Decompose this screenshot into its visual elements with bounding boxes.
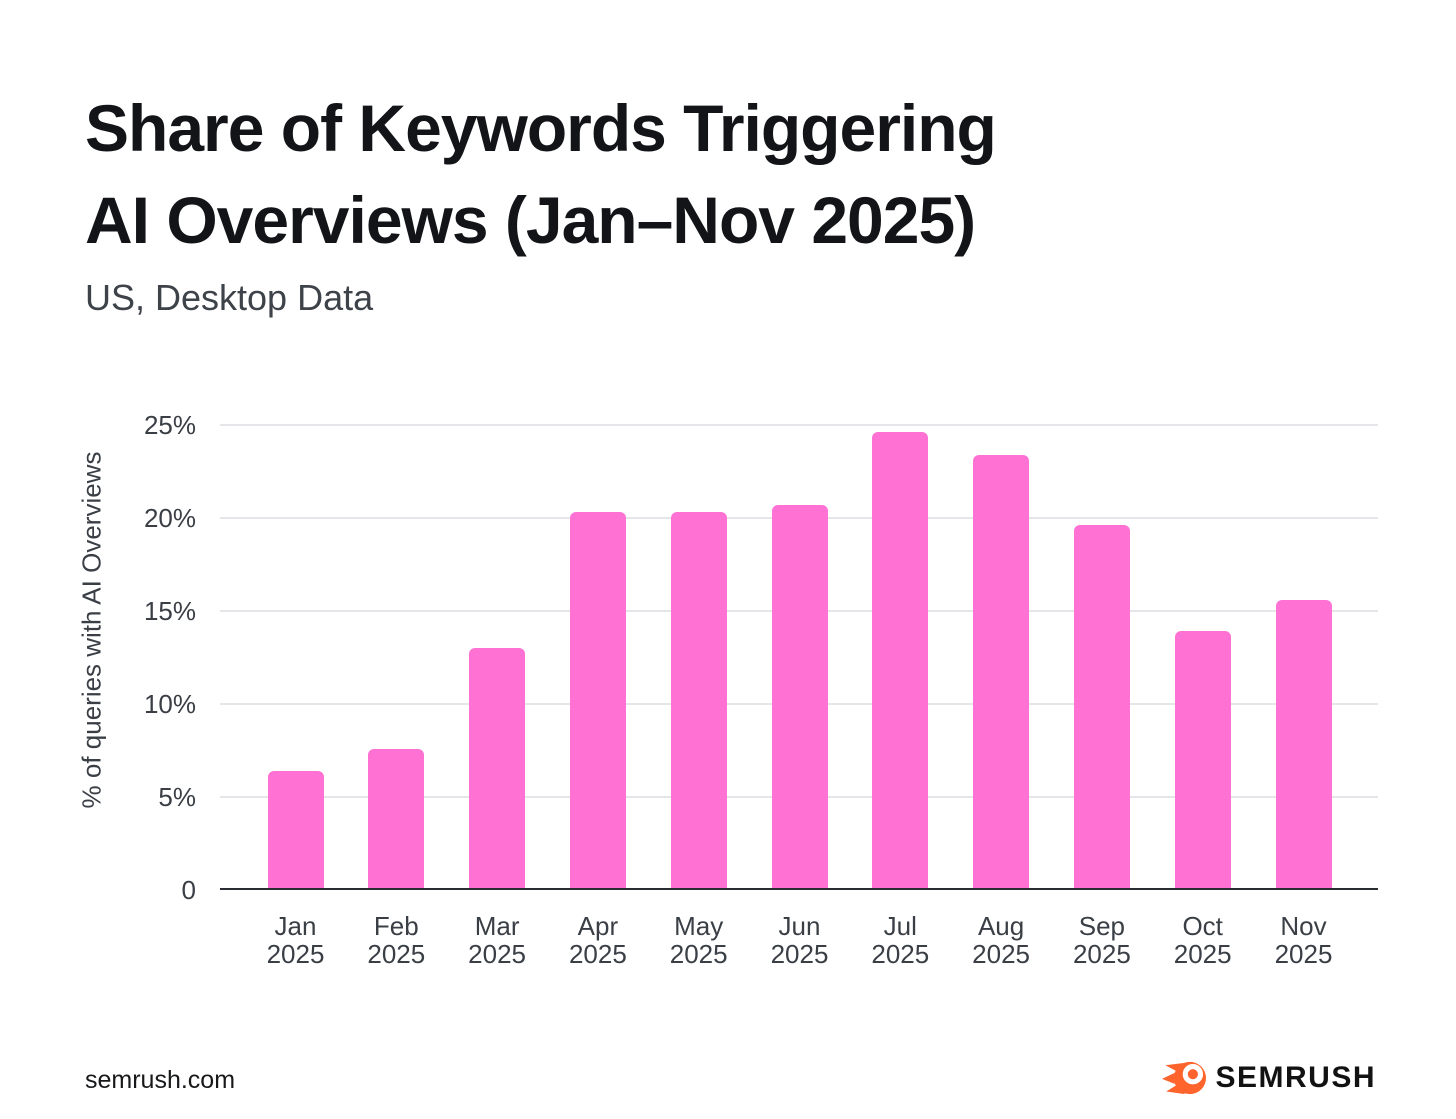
bar-nov-2025 bbox=[1275, 599, 1332, 890]
page-title-line2: AI Overviews (Jan–Nov 2025) bbox=[85, 183, 976, 257]
x-tick-label-mar-2025: Mar 2025 bbox=[468, 911, 527, 969]
page-title: Share of Keywords Triggering AI Overviews… bbox=[85, 82, 997, 266]
page-title-line1: Share of Keywords Triggering bbox=[85, 91, 997, 165]
bar-aug-2025 bbox=[973, 454, 1030, 890]
y-tick-label-10: 10% bbox=[143, 689, 196, 719]
bar-oct-2025 bbox=[1174, 631, 1231, 890]
y-axis-title: % of queries with AI Overviews bbox=[76, 451, 107, 809]
bar-sep-2025 bbox=[1073, 525, 1130, 890]
x-tick-label-jun-2025: Jun 2025 bbox=[770, 911, 829, 969]
x-tick-label-sep-2025: Sep 2025 bbox=[1072, 911, 1131, 969]
bar-apr-2025 bbox=[569, 512, 626, 890]
y-tick-label-0: 0 bbox=[181, 875, 196, 905]
bar-jan-2025 bbox=[267, 770, 324, 890]
x-tick-label-nov-2025: Nov 2025 bbox=[1274, 911, 1333, 969]
x-tick-label-jul-2025: Jul 2025 bbox=[871, 911, 930, 969]
chart-subtitle: US, Desktop Data bbox=[85, 277, 374, 318]
semrush-flame-icon bbox=[1162, 1061, 1207, 1095]
y-tick-label-20: 20% bbox=[143, 503, 196, 533]
bar-feb-2025 bbox=[368, 748, 425, 890]
x-axis-line bbox=[220, 888, 1378, 890]
bar-jul-2025 bbox=[872, 432, 929, 890]
y-tick-label-25: 25% bbox=[143, 410, 196, 440]
semrush-logo: SEMRUSH bbox=[1162, 1059, 1376, 1097]
x-tick-label-oct-2025: Oct 2025 bbox=[1173, 911, 1232, 969]
bar-jun-2025 bbox=[771, 504, 828, 890]
y-tick-label-15: 15% bbox=[143, 596, 196, 626]
x-tick-label-feb-2025: Feb 2025 bbox=[367, 911, 426, 969]
gridline-25% bbox=[220, 424, 1378, 426]
x-tick-label-apr-2025: Apr 2025 bbox=[568, 911, 627, 969]
x-tick-label-jan-2025: Jan 2025 bbox=[266, 911, 325, 969]
x-tick-label-may-2025: May 2025 bbox=[669, 911, 728, 969]
x-tick-label-aug-2025: Aug 2025 bbox=[972, 911, 1031, 969]
bar-may-2025 bbox=[670, 512, 727, 890]
bar-mar-2025 bbox=[469, 648, 526, 890]
semrush-logo-text: SEMRUSH bbox=[1215, 1061, 1376, 1094]
plot-area bbox=[220, 424, 1378, 890]
y-tick-label-5: 5% bbox=[158, 782, 196, 812]
source-url: semrush.com bbox=[85, 1066, 236, 1094]
